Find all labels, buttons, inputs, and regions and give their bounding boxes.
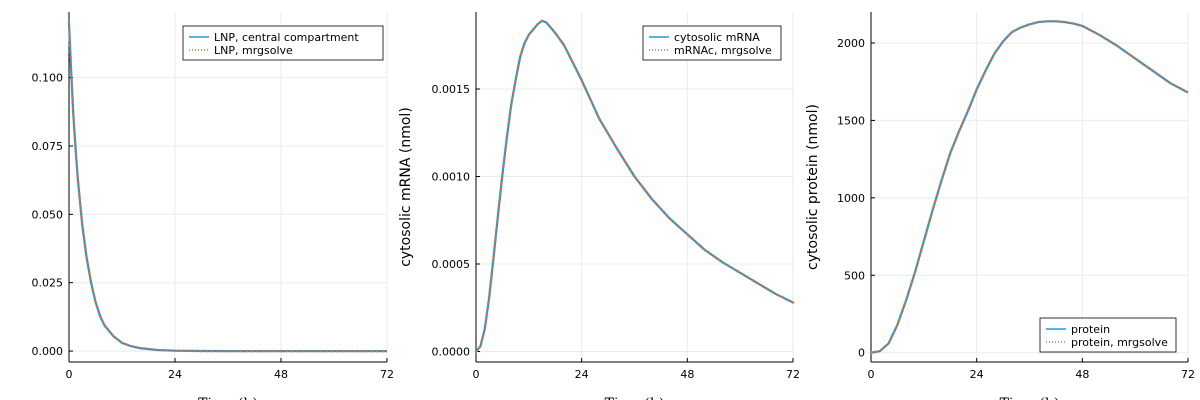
- y-tick-label: 0.000: [32, 345, 64, 358]
- y-tick-label: 0.025: [32, 277, 64, 290]
- x-tick-label: 24: [575, 368, 589, 381]
- y-tick-label: 0.0000: [432, 346, 471, 359]
- series-line-2: [474, 19, 795, 353]
- series-line-1: [475, 19, 794, 353]
- y-tick-label: 0.0010: [432, 171, 471, 184]
- series-line-2: [67, 21, 389, 353]
- x-tick-label: 72: [1181, 368, 1195, 381]
- legend-entry: LNP, mrgsolve: [214, 44, 293, 57]
- y-axis-label: cytosolic mRNA (nmol): [398, 107, 414, 267]
- x-tick-label: 48: [274, 368, 288, 381]
- x-tick-label: 72: [380, 368, 394, 381]
- chart-panel-3: 0 24 48 72 0 500 1000 1500 2000 Time (h) cytosolic…: [805, 12, 1195, 400]
- y-tick-label: 2000: [837, 37, 865, 50]
- y-tick-label: 0.0015: [432, 83, 471, 96]
- y-tick-label: 1500: [837, 114, 865, 127]
- legend-box: [642, 25, 782, 61]
- legend-entry: mRNAc, mrgsolve: [674, 44, 772, 57]
- x-tick-label: 0: [66, 368, 73, 381]
- y-tick-label: 0.100: [32, 72, 64, 85]
- legend-entry: LNP, central compartment: [214, 31, 359, 44]
- x-tick-label: 72: [786, 368, 800, 381]
- x-tick-label: 48: [680, 368, 694, 381]
- legend-entry: protein, mrgsolve: [1071, 336, 1168, 349]
- y-tick-label: 0.0005: [432, 258, 471, 271]
- legend-box: [1039, 317, 1177, 353]
- series-line-2: [869, 20, 1190, 354]
- x-axis-label: Time (h): [1000, 396, 1060, 400]
- legend-entry: cytosolic mRNA: [674, 31, 760, 44]
- series-line-1: [870, 20, 1189, 354]
- y-axis-label: cytosolic protein (nmol): [805, 104, 821, 270]
- x-axis-label: Time (h): [198, 396, 258, 400]
- chart-panel-1: 0 24 48 72 0.000 0.025 0.050 0.075 0.100 Time (h)…: [32, 12, 394, 400]
- y-tick-label: 1000: [837, 192, 865, 205]
- y-tick-label: 500: [844, 269, 865, 282]
- x-tick-label: 24: [970, 368, 984, 381]
- series-line-1: [67, 22, 387, 353]
- y-tick-label: 0: [858, 347, 865, 360]
- legend-entry: protein: [1071, 323, 1110, 336]
- x-tick-label: 0: [473, 368, 480, 381]
- legend-box: [182, 25, 384, 61]
- y-tick-label: 0.050: [32, 208, 64, 221]
- y-tick-label: 0.075: [32, 140, 64, 153]
- chart-panel-2: 0 24 48 72 0.0000 0.0005 0.0010 0.0015 Time (h) c…: [398, 12, 800, 400]
- x-tick-label: 0: [868, 368, 875, 381]
- x-tick-label: 48: [1075, 368, 1089, 381]
- x-tick-label: 24: [168, 368, 182, 381]
- x-axis-label: Time (h): [605, 396, 665, 400]
